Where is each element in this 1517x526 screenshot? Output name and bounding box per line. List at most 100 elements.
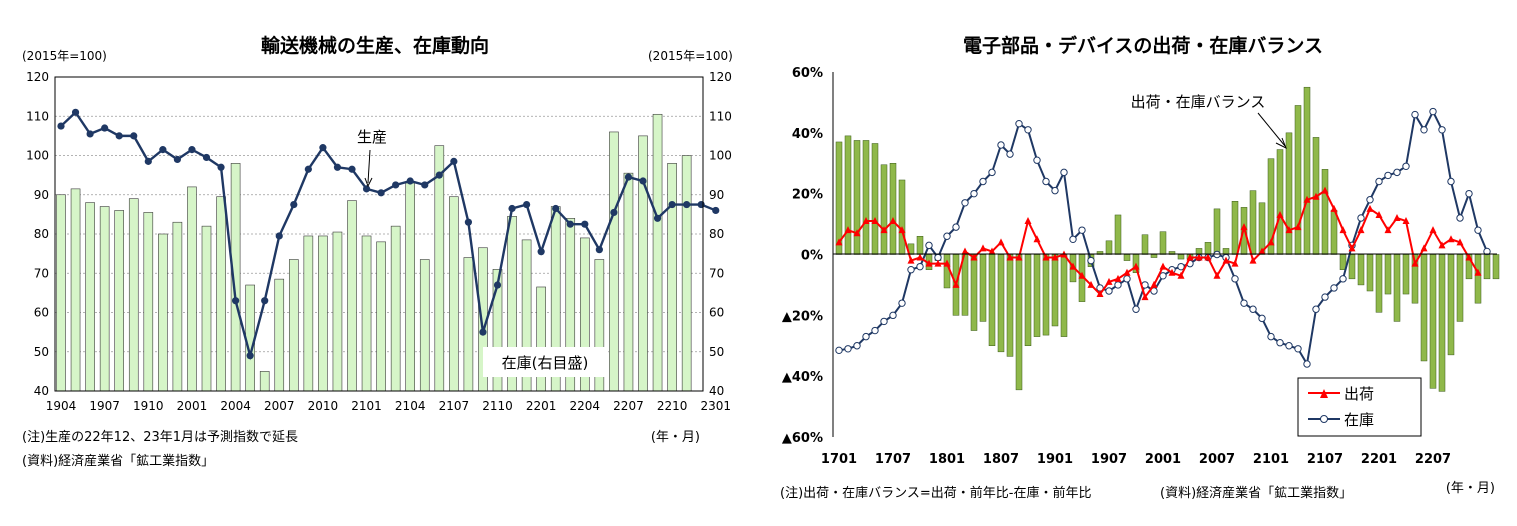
chart1-x-unit: (年・月) — [651, 430, 700, 445]
chart1-label-inventory: 在庫(右目盛) — [502, 354, 589, 372]
chart2-balance-bar — [970, 254, 978, 331]
chart1-inventory-label-box — [483, 347, 608, 377]
chart2-shipment-point — [871, 217, 879, 225]
chart2-shipment-point — [1213, 271, 1221, 279]
chart2-inventory-point — [871, 326, 879, 335]
chart2-balance-bar — [853, 140, 861, 255]
chart1-inventory-bar — [390, 225, 401, 392]
chart1-production-point — [508, 204, 516, 213]
chart1-production-point — [595, 246, 603, 254]
chart2-inventory-point — [1015, 120, 1023, 128]
chart2-balance-bar — [1015, 254, 1023, 391]
chart2-shipment-point — [880, 226, 888, 234]
chart1-x-tick: 2201 — [526, 399, 557, 413]
chart2-y-tick: 40% — [792, 127, 823, 142]
chart2-shipment-point — [925, 259, 933, 267]
chart2-x-unit: (年・月) — [1446, 481, 1495, 496]
chart2-shipment-point — [1024, 217, 1032, 225]
chart2-y-tick: ▲20% — [782, 309, 823, 324]
chart1-production-line — [60, 110, 717, 361]
chart1-production-point — [406, 177, 414, 185]
chart1-title: 輸送機械の生産、在庫動向 — [261, 34, 489, 57]
chart2-balance-bar — [1159, 231, 1167, 255]
chart1-x-tick: 2004 — [220, 399, 251, 413]
chart1-production-point — [523, 200, 531, 209]
chart1-production-point — [86, 130, 94, 138]
chart2-shipment-point — [1276, 210, 1284, 218]
chart1-inventory-bar — [681, 155, 692, 392]
chart2-inventory-point — [961, 199, 969, 207]
chart2-shipment-point — [1150, 280, 1158, 288]
chart2-shipment-point — [961, 247, 969, 255]
chart2-balance-bar — [1258, 202, 1266, 255]
chart1-production-point — [130, 132, 138, 140]
chart1-production-point — [290, 200, 298, 209]
chart1-x-tick: 1907 — [89, 399, 120, 413]
chart1-left-unit: (2015年=100) — [22, 49, 107, 63]
chart1-x-tick: 2204 — [570, 399, 601, 413]
chart1-inventory-bar — [99, 206, 110, 392]
chart2-balance-bar — [997, 254, 1005, 353]
chart2-balance-bar — [916, 236, 924, 255]
chart2-inventory-point — [1456, 214, 1464, 222]
chart1-production-point — [566, 220, 574, 228]
chart2-inventory-point — [853, 342, 861, 350]
chart2-shipment-point — [1267, 238, 1275, 246]
chart2-inventory-point — [1393, 168, 1401, 177]
chart2-balance-bar — [943, 254, 951, 289]
chart2-balance-bar — [1474, 254, 1482, 304]
chart2-note: (注)出荷・在庫バランス=出荷・前年比-在庫・前年比 — [780, 485, 1091, 501]
chart1-x-tick: 2107 — [439, 399, 470, 413]
chart2-shipment-point — [889, 217, 897, 225]
chart2-shipment-point — [1258, 247, 1266, 255]
chart2-shipment-point — [1330, 204, 1338, 212]
chart2-balance-bar — [1249, 190, 1257, 255]
chart2-shipment-point — [1294, 223, 1302, 231]
chart2-inventory-point — [907, 266, 915, 274]
chart2-x-tick: 1907 — [1091, 452, 1127, 467]
chart2-x-tick: 1701 — [821, 452, 857, 467]
chart1-production-point — [668, 200, 676, 209]
chart1-production-point — [115, 132, 123, 140]
chart2-balance-bar — [1357, 254, 1365, 286]
chart2-shipment-point — [970, 253, 978, 261]
chart1-right-tick: 120 — [709, 70, 732, 84]
chart1-inventory-bar — [172, 221, 183, 392]
chart2-shipment-point — [1006, 253, 1014, 261]
chart2-balance-bar — [835, 141, 843, 255]
chart2-balance-bar — [1456, 254, 1464, 322]
chart1-production-point — [610, 208, 618, 217]
chart1-production-point — [173, 155, 181, 164]
chart2-shipment-point — [1447, 235, 1455, 243]
chart2-inventory-point — [1087, 256, 1095, 265]
chart1-right-tick: 40 — [709, 384, 724, 398]
chart1-left-tick: 80 — [34, 227, 49, 241]
chart2-inventory-point — [1276, 339, 1284, 347]
chart1-production-point — [450, 157, 458, 165]
chart2-shipment-point — [1420, 244, 1428, 252]
chart1-inventory-bar — [216, 196, 226, 392]
chart2-x-tick: 1707 — [875, 452, 911, 467]
chart2-inventory-point — [1132, 305, 1140, 313]
chart1-production-point — [304, 165, 312, 173]
chart2-balance-bar — [1060, 254, 1068, 337]
chart2-x-tick: 2001 — [1145, 452, 1181, 467]
chart2-balance-bar — [871, 143, 879, 255]
chart1-production-point — [217, 163, 225, 171]
chart2-inventory-point — [1357, 214, 1365, 222]
chart2-shipment-point — [979, 244, 987, 252]
chart1-production-point — [377, 189, 385, 197]
electronic-parts-chart: 電子部品・デバイスの出荷・在庫バランス 60% 40% 20% 0% ▲20% ▲40% ▲… — [780, 34, 1500, 501]
chart2-inventory-point — [1249, 305, 1257, 313]
chart2-shipment-point — [1384, 226, 1392, 234]
chart2-y-tick: 20% — [792, 188, 823, 203]
chart2-shipment-point — [907, 256, 915, 264]
chart1-production-point — [232, 297, 240, 305]
chart2-shipment-point — [916, 253, 924, 261]
chart2-balance-bar — [889, 163, 897, 255]
chart2-x-tick: 2201 — [1361, 452, 1397, 467]
chart2-inventory-point — [1069, 235, 1077, 243]
chart2-label-balance: 出荷・在庫バランス — [1131, 93, 1266, 111]
chart1-production-point — [261, 297, 269, 305]
chart2-shipment-point — [1042, 253, 1050, 261]
